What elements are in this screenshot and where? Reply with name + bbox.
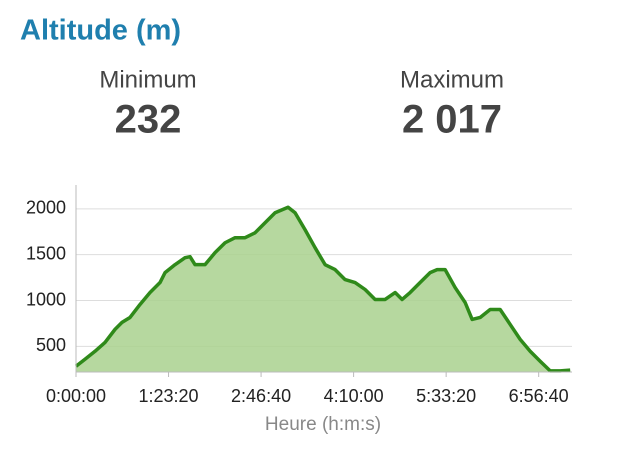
stat-label: Minimum (99, 66, 196, 93)
x-tick-label: 0:00:00 (46, 386, 106, 406)
x-tick-label: 4:10:00 (324, 386, 384, 406)
y-tick-label: 2000 (26, 198, 66, 218)
y-tick-label: 1000 (26, 289, 66, 309)
stat-value: 2 017 (402, 98, 502, 142)
x-tick-label: 6:56:40 (509, 386, 569, 406)
x-tick-label: 5:33:20 (416, 386, 476, 406)
line (74, 205, 571, 373)
stat-label: Maximum (400, 66, 504, 93)
x-tick-label: 2:46:40 (231, 386, 291, 406)
x-axis-label: Heure (h:m:s) (265, 414, 381, 435)
title: Altitude (m) (20, 15, 181, 47)
area (76, 207, 571, 372)
stat-value: 232 (115, 98, 182, 142)
y-tick-label: 1500 (26, 243, 66, 263)
y-tick-label: 500 (36, 335, 66, 355)
x-tick-label: 1:23:20 (139, 386, 199, 406)
